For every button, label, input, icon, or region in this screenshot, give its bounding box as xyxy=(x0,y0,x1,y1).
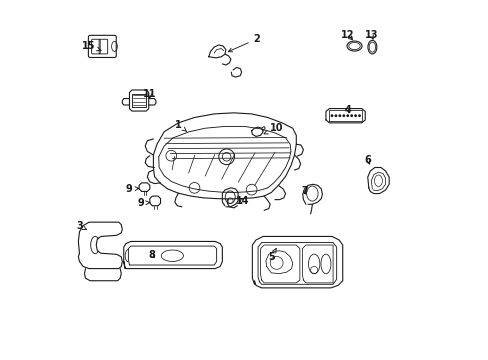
Circle shape xyxy=(342,114,345,117)
Circle shape xyxy=(353,114,356,117)
Text: 4: 4 xyxy=(344,105,351,115)
FancyBboxPatch shape xyxy=(88,35,116,58)
Text: 10: 10 xyxy=(264,123,283,134)
Text: 2: 2 xyxy=(228,34,260,52)
Text: 7: 7 xyxy=(301,186,308,196)
Circle shape xyxy=(330,114,333,117)
Text: 3: 3 xyxy=(77,221,86,231)
Text: 1: 1 xyxy=(175,120,186,131)
Text: 12: 12 xyxy=(341,30,354,40)
Text: 9: 9 xyxy=(137,198,150,208)
Circle shape xyxy=(334,114,337,117)
Circle shape xyxy=(338,114,341,117)
Circle shape xyxy=(349,114,352,117)
Text: 13: 13 xyxy=(364,30,377,40)
Text: 9: 9 xyxy=(125,184,139,194)
Text: 11: 11 xyxy=(143,89,156,99)
Text: 5: 5 xyxy=(267,249,276,262)
Text: 6: 6 xyxy=(364,156,370,165)
Text: 15: 15 xyxy=(82,41,101,51)
Circle shape xyxy=(346,114,348,117)
Text: 14: 14 xyxy=(236,197,249,206)
Circle shape xyxy=(357,114,360,117)
Text: 8: 8 xyxy=(148,250,155,260)
